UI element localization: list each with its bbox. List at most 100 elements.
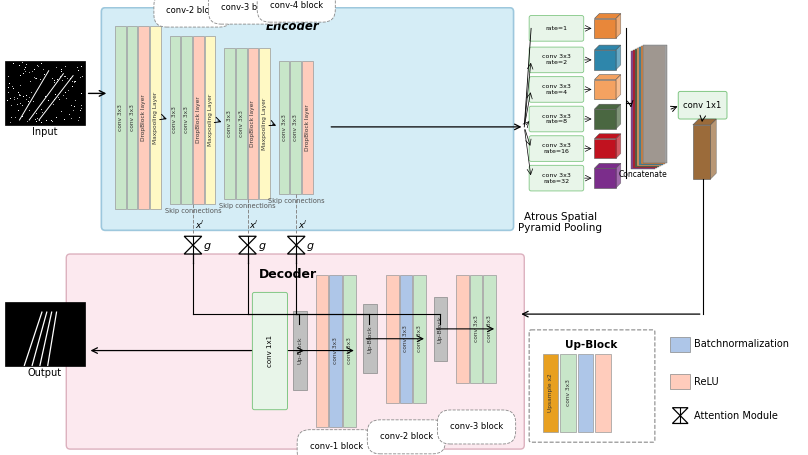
Bar (595, 80, 616, 99)
Text: g: g (307, 241, 314, 251)
Bar (671, 337, 690, 352)
Text: conv 3x3: conv 3x3 (473, 315, 478, 342)
Polygon shape (595, 134, 621, 139)
Bar (642, 46, 665, 164)
Bar (247, 48, 259, 199)
Bar (693, 125, 710, 179)
Polygon shape (616, 45, 621, 70)
Text: g: g (204, 241, 211, 251)
Bar (127, 26, 137, 209)
Bar (671, 374, 690, 389)
Text: Maxpooling Layer: Maxpooling Layer (262, 97, 267, 150)
Bar (193, 36, 204, 204)
Bar (279, 61, 289, 194)
Text: conv-4 block: conv-4 block (270, 0, 323, 10)
Text: conv-3 block: conv-3 block (450, 423, 503, 431)
Polygon shape (616, 134, 621, 158)
Bar (595, 139, 616, 158)
Text: Up-Block: Up-Block (368, 325, 372, 353)
FancyBboxPatch shape (678, 91, 727, 119)
Text: conv 3x3: conv 3x3 (333, 338, 339, 364)
Text: conv 3x3: conv 3x3 (403, 325, 408, 352)
Text: conv 3x3: conv 3x3 (184, 106, 189, 133)
Bar (595, 109, 616, 129)
Text: Skip connections: Skip connections (165, 207, 221, 214)
Polygon shape (184, 236, 202, 245)
Polygon shape (710, 119, 716, 179)
Bar (595, 168, 616, 188)
FancyBboxPatch shape (66, 254, 524, 449)
Polygon shape (595, 163, 621, 168)
Text: Skip connections: Skip connections (268, 198, 325, 204)
Bar (595, 50, 616, 70)
Text: Upsample x2: Upsample x2 (548, 374, 553, 412)
Polygon shape (184, 245, 202, 254)
Bar (293, 311, 307, 390)
Text: $x^l$: $x^l$ (195, 219, 204, 231)
Bar (138, 26, 149, 209)
Bar (259, 48, 270, 199)
Bar (316, 275, 328, 427)
Bar (224, 48, 235, 199)
Text: Up-Block: Up-Block (297, 337, 303, 364)
Text: conv 3x3: conv 3x3 (227, 110, 232, 137)
Polygon shape (693, 119, 716, 125)
Text: conv-3 block: conv-3 block (221, 3, 274, 12)
Text: conv 3x3: conv 3x3 (487, 315, 492, 342)
Bar (399, 275, 412, 403)
Text: conv-2 block: conv-2 block (166, 5, 220, 15)
Text: conv 3x3
rate=32: conv 3x3 rate=32 (542, 173, 571, 183)
Text: DropBlock layer: DropBlock layer (196, 96, 201, 143)
Bar (204, 36, 216, 204)
FancyBboxPatch shape (529, 330, 654, 442)
Bar (643, 45, 667, 163)
Text: Concatenate: Concatenate (619, 170, 667, 179)
Text: DropBlock layer: DropBlock layer (305, 104, 310, 151)
Polygon shape (288, 245, 305, 254)
Bar (343, 275, 356, 427)
Bar (560, 354, 576, 432)
FancyBboxPatch shape (101, 8, 514, 230)
Text: Batchnormalization: Batchnormalization (694, 339, 789, 349)
Polygon shape (595, 104, 621, 109)
Bar (456, 275, 469, 383)
FancyBboxPatch shape (529, 136, 583, 162)
Text: conv 3x3: conv 3x3 (238, 110, 244, 137)
Bar (302, 61, 313, 194)
Text: conv 3x3: conv 3x3 (129, 104, 135, 131)
Text: ReLU: ReLU (694, 377, 718, 387)
Polygon shape (616, 163, 621, 188)
Text: Attention Module: Attention Module (694, 410, 778, 420)
Text: rate=1: rate=1 (545, 26, 567, 31)
Text: Input: Input (32, 127, 57, 137)
Text: Skip connections: Skip connections (219, 203, 276, 209)
Bar (413, 275, 426, 403)
Bar (386, 275, 398, 403)
Bar (364, 304, 377, 373)
Bar (578, 354, 593, 432)
FancyBboxPatch shape (529, 165, 583, 191)
Bar (639, 47, 663, 165)
Bar (635, 49, 659, 167)
Text: g: g (259, 241, 265, 251)
Text: conv 3x3: conv 3x3 (417, 325, 422, 352)
Text: conv-1 block: conv-1 block (309, 442, 363, 451)
Bar (595, 354, 611, 432)
Text: conv 3x3: conv 3x3 (293, 114, 298, 141)
Polygon shape (595, 75, 621, 80)
Text: conv 3x3: conv 3x3 (172, 106, 178, 133)
Bar (181, 36, 192, 204)
Bar (5, 302, 85, 366)
FancyBboxPatch shape (529, 106, 583, 132)
Text: Output: Output (27, 368, 62, 378)
Text: DropBlock layer: DropBlock layer (250, 100, 255, 147)
Bar (170, 36, 180, 204)
Polygon shape (616, 14, 621, 38)
Text: Up-Block: Up-Block (566, 340, 617, 350)
Polygon shape (672, 415, 688, 424)
Bar (290, 61, 301, 194)
FancyBboxPatch shape (529, 76, 583, 102)
Text: Up-Block: Up-Block (438, 316, 443, 343)
Polygon shape (616, 75, 621, 99)
Bar (543, 354, 558, 432)
